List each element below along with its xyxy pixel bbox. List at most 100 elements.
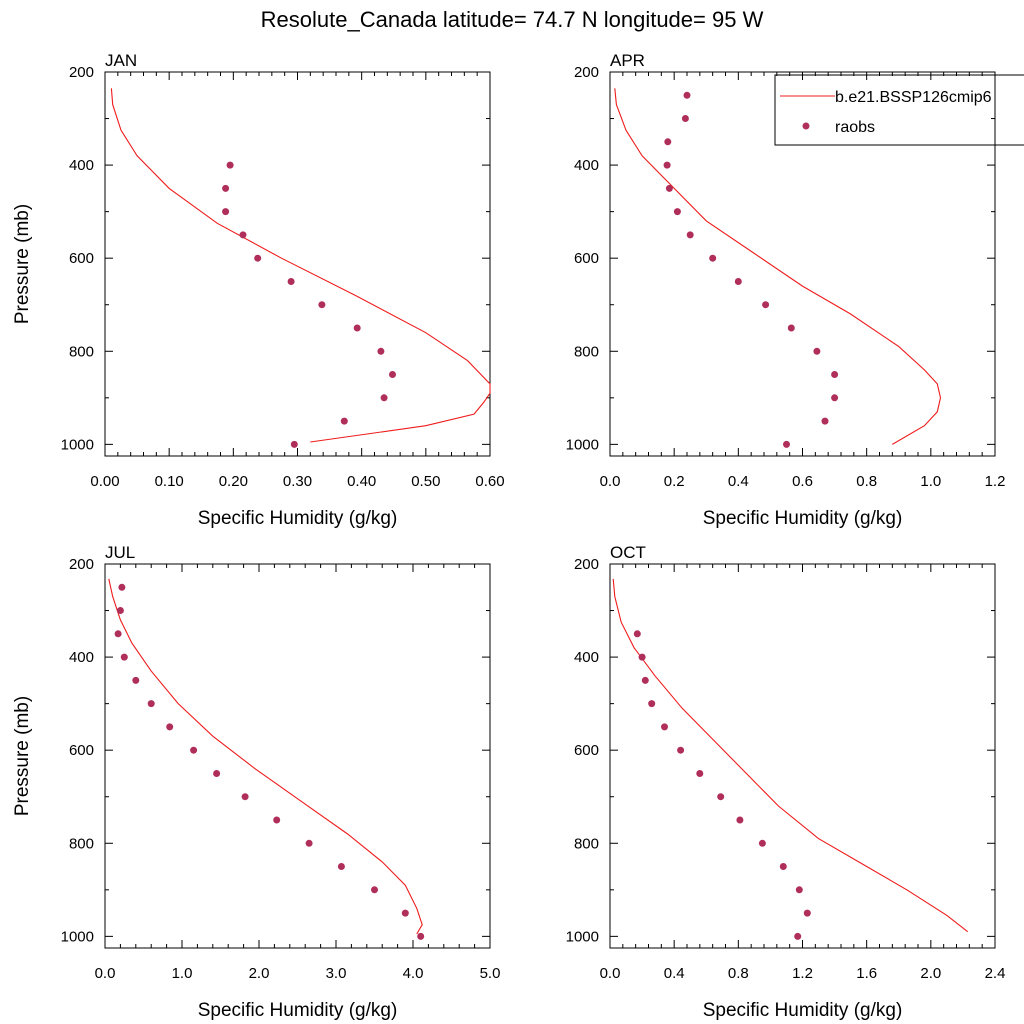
apr-y-tick-label: 1000 — [566, 436, 599, 453]
oct-x-tick-label: 1.2 — [792, 965, 813, 982]
oct-y-tick-label: 800 — [574, 835, 599, 852]
jul-obs-point — [417, 932, 425, 940]
jan-obs-point — [222, 184, 230, 192]
apr-obs-point — [813, 347, 821, 355]
jan-obs-point — [340, 417, 348, 425]
apr-x-tick-label: 0.2 — [664, 473, 685, 490]
panel-jul: JUL 0.0 1.0 2.0 3.0 4.0 5.0 200 400 600 800 1000 Spe… — [12, 543, 500, 1021]
oct-obs-point — [758, 839, 766, 847]
oct-y-tick-label: 1000 — [566, 928, 599, 945]
jul-y-tick-label: 600 — [69, 742, 94, 759]
jan-obs-point — [377, 347, 385, 355]
apr-y-tick-label: 200 — [574, 64, 599, 81]
jul-x-axis-label: Specific Humidity (g/kg) — [198, 1000, 398, 1021]
panel-apr: APR 0.0 0.2 0.4 0.6 0.8 1.0 1.2 200 400 600 800 1000… — [566, 51, 1006, 529]
oct-obs-point — [696, 770, 704, 777]
oct-x-tick-label: 0.4 — [664, 965, 685, 982]
jul-x-tick-label: 0.0 — [95, 965, 116, 982]
apr-obs-point — [783, 440, 790, 448]
jan-x-tick-label: 0.60 — [475, 473, 504, 490]
legend-obs-swatch — [802, 122, 810, 130]
jul-obs-point — [213, 770, 221, 777]
jan-y-tick-label: 800 — [69, 343, 94, 360]
jan-y-tick-label: 600 — [69, 250, 94, 267]
jan-x-tick-label: 0.00 — [90, 473, 119, 490]
jan-obs-point — [290, 440, 298, 448]
oct-obs-point — [648, 700, 656, 708]
jan-panel-label: JAN — [105, 51, 137, 70]
jul-y-tick-label: 800 — [69, 835, 94, 852]
oct-obs-point — [638, 653, 646, 661]
jan-obs-point — [254, 254, 262, 262]
apr-obs-point — [681, 115, 689, 122]
oct-x-tick-label: 2.0 — [920, 965, 941, 982]
jul-obs-point — [241, 793, 249, 801]
oct-obs-point — [677, 746, 685, 754]
jan-obs-point — [389, 371, 396, 378]
apr-x-tick-label: 0.6 — [792, 473, 813, 490]
apr-obs-point — [709, 254, 717, 262]
legend-model-label: b.e21.BSSP126cmip6 — [835, 89, 992, 106]
jul-obs-point — [120, 653, 128, 661]
apr-x-tick-label: 0.8 — [856, 473, 877, 490]
jul-x-tick-label: 4.0 — [403, 965, 424, 982]
jan-obs-point — [380, 394, 388, 402]
jan-y-tick-label: 1000 — [61, 436, 94, 453]
apr-y-tick-label: 600 — [574, 250, 599, 267]
apr-y-tick-label: 800 — [574, 343, 599, 360]
jan-x-tick-label: 0.50 — [411, 473, 440, 490]
oct-model-line — [612, 578, 969, 933]
jul-y-tick-label: 200 — [69, 556, 94, 573]
jul-obs-point — [166, 723, 174, 731]
jul-obs-point — [116, 607, 124, 614]
jul-obs-point — [114, 630, 122, 638]
panels: JAN 0.00 0.10 0.20 0.30 0.40 0.50 0.60 200 400 600… — [12, 51, 1005, 1021]
jan-x-tick-label: 0.20 — [219, 473, 248, 490]
jul-obs-point — [147, 700, 155, 708]
oct-x-axis-label: Specific Humidity (g/kg) — [703, 1000, 903, 1021]
oct-obs-point — [794, 932, 802, 940]
oct-obs-point — [641, 676, 649, 684]
jul-obs-point — [401, 909, 409, 917]
oct-x-tick-label: 1.6 — [856, 965, 877, 982]
oct-obs-point — [803, 909, 811, 917]
figure-title: Resolute_Canada latitude= 74.7 N longitu… — [261, 7, 764, 32]
jan-model-line — [110, 88, 491, 443]
legend: b.e21.BSSP126cmip6 raobs — [774, 74, 1024, 146]
jan-obs-point — [318, 301, 326, 309]
apr-obs-point — [673, 208, 681, 216]
oct-x-tick-label: 0.0 — [600, 965, 621, 982]
apr-obs-point — [683, 91, 691, 99]
jan-obs-point — [222, 208, 230, 216]
jan-y-axis-label: Pressure (mb) — [12, 204, 33, 324]
oct-x-tick-label: 2.4 — [985, 965, 1006, 982]
jul-obs-point — [305, 839, 313, 847]
oct-obs-point — [717, 793, 725, 801]
oct-obs-point — [661, 723, 668, 731]
oct-obs-point — [795, 886, 803, 894]
jan-obs-point — [239, 231, 247, 239]
jul-obs-point — [190, 746, 198, 754]
jul-y-tick-label: 1000 — [61, 928, 94, 945]
jan-x-tick-label: 0.30 — [283, 473, 312, 490]
apr-model-line — [614, 88, 942, 445]
jan-x-tick-label: 0.10 — [155, 473, 184, 490]
jan-y-tick-label: 200 — [69, 64, 94, 81]
jul-y-tick-label: 400 — [69, 649, 94, 666]
oct-y-tick-label: 600 — [574, 742, 599, 759]
jan-obs-point — [226, 161, 234, 169]
panel-oct: OCT 0.0 0.4 0.8 1.2 1.6 2.0 2.4 200 400 600 800 1000… — [566, 543, 1006, 1021]
jul-x-tick-label: 5.0 — [480, 965, 501, 982]
apr-obs-point — [821, 417, 829, 425]
jan-x-axis-label: Specific Humidity (g/kg) — [198, 508, 398, 529]
jul-obs-point — [118, 583, 126, 591]
apr-panel-label: APR — [610, 51, 645, 70]
jul-model-line — [108, 578, 423, 935]
legend-obs-label: raobs — [835, 119, 875, 136]
jul-x-tick-label: 1.0 — [172, 965, 193, 982]
jul-panel-label: JUL — [105, 543, 135, 562]
apr-x-tick-label: 0.0 — [600, 473, 621, 490]
jul-plot-frame — [104, 563, 491, 949]
